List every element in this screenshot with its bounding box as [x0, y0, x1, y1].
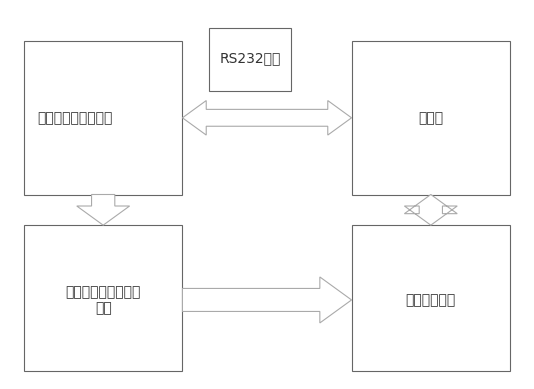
- Text: RS232模块: RS232模块: [219, 51, 281, 65]
- Text: 数据采集单元: 数据采集单元: [406, 293, 456, 307]
- Bar: [24, 41, 183, 195]
- Polygon shape: [183, 277, 351, 323]
- Polygon shape: [183, 100, 351, 135]
- Bar: [24, 225, 183, 371]
- Text: 两相流对流传热检测
单元: 两相流对流传热检测 单元: [66, 285, 141, 315]
- Text: 计算机: 计算机: [418, 111, 443, 125]
- Bar: [209, 28, 291, 91]
- Polygon shape: [404, 194, 457, 225]
- Text: 功率可调型加热单元: 功率可调型加热单元: [37, 111, 113, 125]
- Polygon shape: [77, 194, 130, 225]
- Bar: [351, 225, 510, 371]
- Bar: [351, 41, 510, 195]
